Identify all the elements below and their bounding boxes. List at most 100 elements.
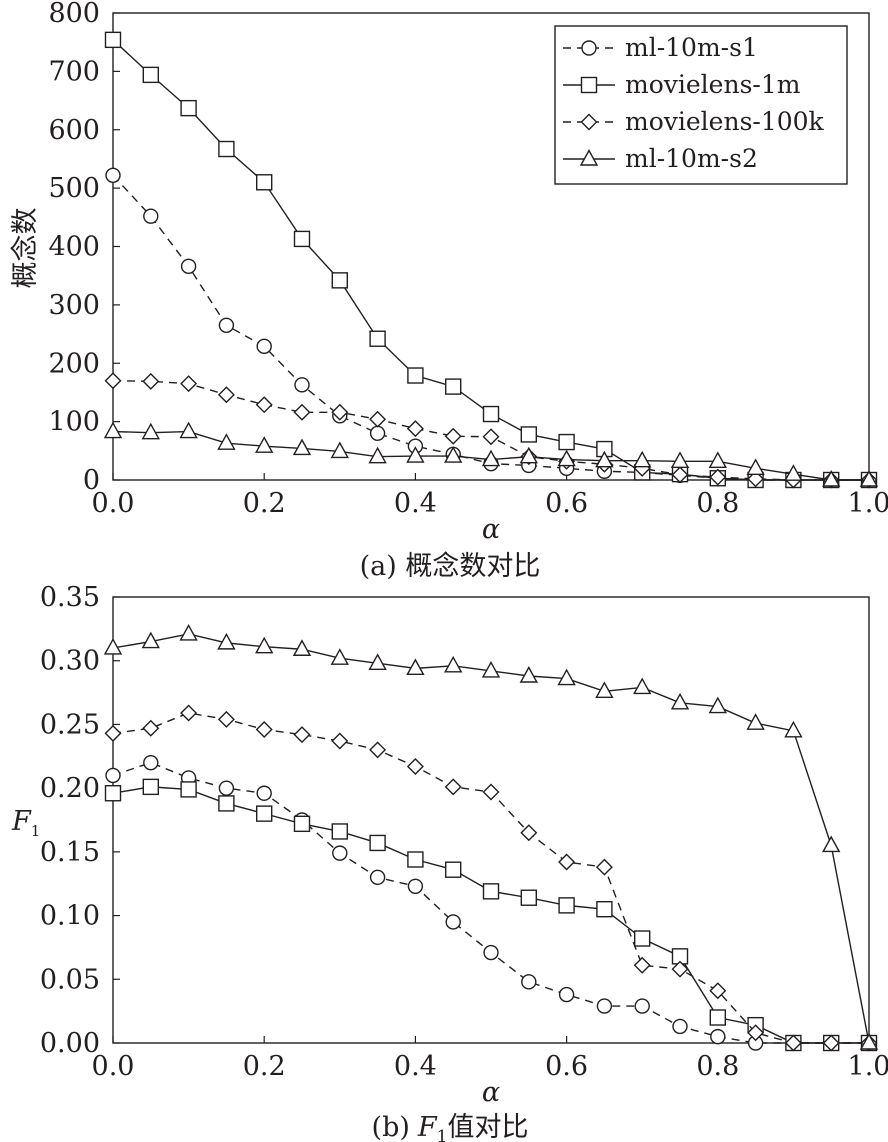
data-point-movielens-100k (709, 982, 727, 1000)
x-tick-label: 0.6 (545, 1051, 588, 1082)
series-ml-10m-s2 (103, 624, 879, 1050)
data-point-movielens-1m (142, 778, 160, 796)
x-tick-label: 0.0 (92, 488, 135, 519)
data-point-ml-10m-s2 (217, 433, 236, 450)
data-point-ml-10m-s2 (368, 446, 387, 464)
data-point-ml-10m-s1 (369, 425, 386, 441)
legend-label-ml-10m-s1: ml-10m-s1 (625, 33, 758, 62)
data-point-movielens-1m (369, 834, 386, 852)
data-point-ml-10m-s2 (406, 658, 425, 676)
data-point-movielens-100k (217, 710, 235, 728)
data-point-movielens-100k (104, 724, 122, 742)
series-line-ml-10m-s2 (112, 633, 870, 1044)
y-tick-label: 600 (48, 115, 100, 146)
data-point-ml-10m-s2 (708, 451, 727, 469)
data-point-ml-10m-s2 (330, 441, 349, 459)
data-point-ml-10m-s1 (294, 377, 310, 393)
data-point-movielens-100k (520, 824, 538, 842)
data-point-movielens-1m (180, 99, 197, 117)
legend-marker-movielens-1m (580, 76, 598, 94)
data-point-ml-10m-s2 (179, 421, 198, 439)
data-point-movielens-1m (482, 405, 500, 423)
data-point-movielens-100k (180, 375, 198, 393)
data-point-ml-10m-s2 (708, 696, 727, 714)
legend-box (554, 25, 848, 185)
data-point-ml-10m-s1 (672, 1018, 688, 1035)
caption-b-sub: 1 (437, 1127, 448, 1142)
data-point-ml-10m-s2 (255, 636, 274, 654)
data-point-movielens-1m (331, 823, 348, 840)
legend-label-movielens-1m: movielens-1m (625, 70, 801, 99)
data-point-movielens-100k (104, 372, 122, 390)
caption-b: (b) F1值对比 (372, 1112, 529, 1142)
data-point-movielens-1m (369, 330, 386, 347)
data-point-movielens-1m (407, 367, 424, 384)
data-point-movielens-1m (256, 174, 273, 191)
y-tick-label: 0.15 (40, 837, 100, 868)
x-axis-label: α (482, 1077, 500, 1108)
data-point-movielens-100k (709, 468, 727, 486)
data-point-movielens-100k (142, 372, 160, 390)
data-point-movielens-100k (142, 719, 160, 737)
legend-marker-movielens-100k (580, 113, 598, 131)
caption-b-suffix: 值对比 (447, 1112, 528, 1142)
data-point-ml-10m-s1 (105, 167, 121, 183)
data-point-ml-10m-s2 (633, 677, 652, 695)
data-point-movielens-100k (482, 783, 500, 801)
data-point-movielens-100k (747, 470, 765, 488)
data-point-movielens-100k (180, 704, 198, 722)
data-point-movielens-1m (558, 433, 575, 451)
y-tick-label: 0.20 (40, 773, 100, 804)
y-tick-label: 0.00 (40, 1028, 100, 1059)
data-point-ml-10m-s1 (218, 317, 235, 334)
data-point-movielens-1m (331, 272, 348, 289)
data-point-movielens-100k (671, 960, 689, 978)
data-point-ml-10m-s2 (519, 666, 538, 683)
data-point-ml-10m-s1 (105, 767, 121, 784)
data-point-ml-10m-s1 (256, 785, 272, 801)
x-tick-label: 0.8 (696, 1051, 739, 1082)
data-point-movielens-1m (634, 930, 651, 947)
data-point-ml-10m-s1 (483, 944, 499, 961)
y-tick-label: 0.25 (40, 709, 100, 740)
plot-frame (112, 596, 870, 1044)
data-point-movielens-1m (520, 889, 537, 906)
data-point-ml-10m-s1 (521, 974, 537, 990)
data-point-ml-10m-s2 (822, 470, 841, 487)
series-movielens-100k (104, 704, 878, 1052)
x-tick-label: 0.8 (696, 488, 739, 519)
data-point-ml-10m-s2 (103, 421, 123, 439)
data-point-movielens-100k (369, 741, 387, 759)
legend-label-ml-10m-s2: ml-10m-s2 (625, 144, 758, 173)
legend-marker-ml-10m-s1 (581, 40, 597, 56)
data-point-movielens-1m (596, 901, 613, 918)
data-point-ml-10m-s1 (369, 869, 386, 886)
data-point-movielens-1m (293, 230, 311, 248)
y-tick-label: 700 (48, 56, 100, 87)
data-point-ml-10m-s2 (406, 446, 425, 463)
data-point-ml-10m-s2 (141, 422, 160, 440)
data-point-ml-10m-s2 (859, 1033, 879, 1050)
legend-marker-ml-10m-s2 (579, 149, 599, 166)
data-point-movielens-1m (256, 805, 273, 822)
data-point-movielens-1m (218, 795, 235, 812)
x-tick-label: 1.0 (848, 1051, 888, 1082)
data-point-movielens-1m (482, 883, 500, 900)
x-tick-label: 0.0 (92, 1051, 135, 1082)
data-point-movielens-100k (444, 427, 462, 445)
y-tick-label: 100 (48, 407, 100, 438)
data-point-movielens-1m (218, 140, 235, 158)
data-point-movielens-1m (104, 31, 122, 49)
data-point-ml-10m-s2 (595, 450, 614, 468)
chart-concept-count: 0 100 200 300 400 500 600 700 800 0.0 0.2 0.4 0.6 0.8… (10, 0, 888, 545)
data-point-movielens-100k (217, 386, 235, 404)
data-point-ml-10m-s2 (557, 668, 576, 686)
chart-f1: 0.00 0.05 0.10 0.15 0.20 0.25 0.30 0.35 0.0 0.2 0.… (11, 582, 888, 1108)
data-point-ml-10m-s1 (180, 258, 197, 275)
data-point-movielens-1m (180, 781, 197, 798)
data-point-movielens-1m (293, 815, 311, 833)
y-tick-label: 800 (48, 0, 100, 29)
data-point-movielens-100k (293, 403, 311, 421)
data-point-ml-10m-s2 (292, 639, 312, 656)
